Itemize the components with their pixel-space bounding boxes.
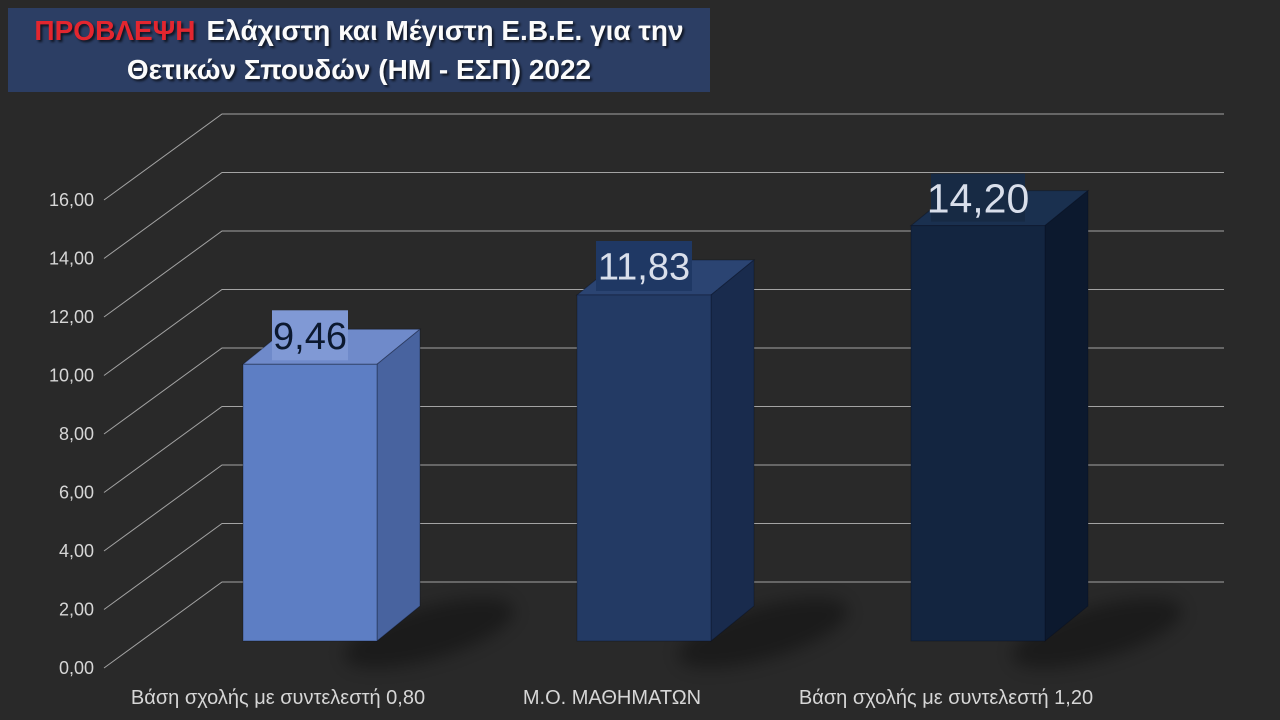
data-label-box — [596, 240, 692, 291]
gridline — [103, 289, 1224, 376]
y-axis-tick-label: 8,00 — [59, 424, 94, 444]
bar-side-face — [710, 258, 755, 643]
y-axis-tick-label: 12,00 — [49, 307, 94, 327]
title-highlight: ΠΡΟΒΛΕΨΗ — [34, 15, 196, 46]
y-axis-tick-label: 16,00 — [49, 190, 94, 210]
labels-layer: 9,46 Βάση σχολής με συντελεστή 0,80 11,83 Μ… — [131, 173, 1093, 709]
x-axis-category-label: Βάση σχολής με συντελεστή 0,80 — [131, 687, 425, 709]
title-line1-text: Ελάχιστη και Μέγιστη Ε.Β.Ε. για την — [206, 15, 684, 46]
gridline — [103, 406, 1224, 493]
bar-front-face — [576, 294, 712, 642]
bar-front-face — [910, 225, 1046, 642]
chart-title: ΠΡΟΒΛΕΨΗ Ελάχιστη και Μέγιστη Ε.Β.Ε. για … — [8, 8, 710, 92]
title-line-1: ΠΡΟΒΛΕΨΗ Ελάχιστη και Μέγιστη Ε.Β.Ε. για … — [34, 11, 683, 50]
y-axis-tick-label: 2,00 — [59, 600, 94, 620]
x-axis-category-label: Βάση σχολής με συντελεστή 1,20 — [799, 687, 1093, 709]
bar-side-face — [1044, 189, 1089, 643]
y-axis-tick-label: 14,00 — [49, 249, 94, 269]
gridline — [103, 113, 1224, 201]
y-axis-tick-label: 4,00 — [59, 541, 94, 561]
gridline — [103, 230, 1224, 318]
data-label: 14,20 — [927, 175, 1030, 221]
gridlines-layer: 0,00 2,00 4,00 6,00 8,00 10,00 12,00 14,00 16,00 — [49, 113, 1224, 678]
y-axis-tick-label: 6,00 — [59, 483, 94, 503]
gridline — [103, 172, 1224, 259]
data-label-box — [931, 173, 1025, 222]
bar-front-face — [242, 363, 378, 642]
data-label-box — [272, 310, 348, 361]
y-axis-tick-label: 0,00 — [59, 658, 94, 678]
x-axis-category-label: Μ.Ο. ΜΑΘΗΜΑΤΩΝ — [523, 687, 701, 709]
bar-side-face — [376, 328, 421, 643]
bar-shadow — [344, 598, 514, 668]
gridline — [103, 523, 1224, 610]
gridline — [103, 347, 1224, 435]
title-line-2: Θετικών Σπουδών (ΗΜ - ΕΣΠ) 2022 — [126, 54, 592, 85]
y-axis-tick-label: 10,00 — [49, 366, 94, 386]
bar-shadow — [678, 598, 848, 668]
gridline — [103, 464, 1224, 552]
data-label: 9,46 — [273, 316, 347, 358]
data-label: 11,83 — [598, 247, 690, 289]
bar-shadow — [1012, 598, 1182, 668]
shadows-layer — [344, 598, 1182, 668]
gridline — [103, 581, 1224, 669]
